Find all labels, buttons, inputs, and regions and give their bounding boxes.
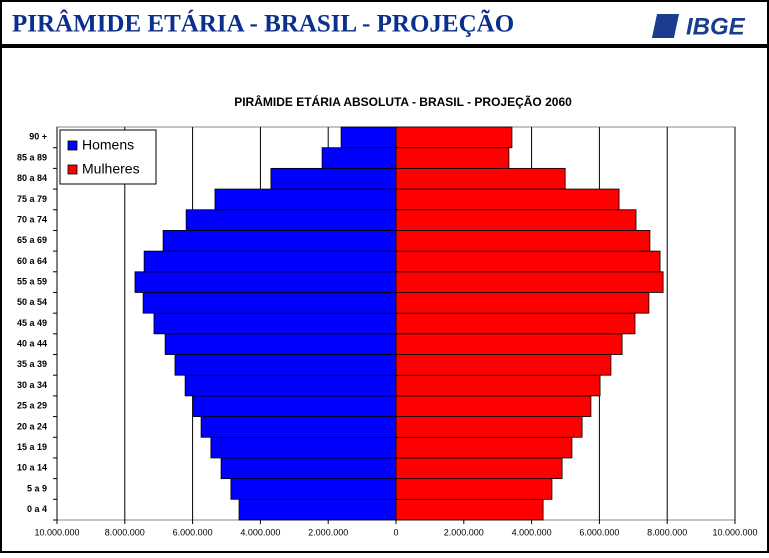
logo: IBGE <box>651 13 746 40</box>
bar <box>395 292 650 314</box>
y-tick-label: 65 a 69 <box>17 235 47 245</box>
legend-label: Homens <box>82 137 134 153</box>
y-tick-label: 20 a 24 <box>17 421 47 431</box>
bar <box>220 457 397 480</box>
x-tick-label: 6.000.000 <box>579 527 619 537</box>
bar <box>395 209 637 231</box>
bar <box>395 457 563 480</box>
x-tick-label: 8.000.000 <box>647 527 687 537</box>
x-tick-label: 2.000.000 <box>308 527 348 537</box>
legend-box <box>59 129 157 185</box>
x-tick-label: 2.000.000 <box>444 527 484 537</box>
y-tick-label: 30 a 34 <box>17 380 47 390</box>
bar <box>395 188 620 211</box>
bar <box>230 478 397 500</box>
x-tick-label: 4.000.000 <box>512 527 552 537</box>
bar <box>192 395 397 417</box>
bar <box>174 354 397 376</box>
y-tick-label: 75 a 79 <box>17 194 47 204</box>
y-tick-label: 45 a 49 <box>17 318 47 328</box>
bar <box>142 292 397 314</box>
bar <box>185 209 397 231</box>
y-tick-label: 85 a 89 <box>17 152 47 162</box>
bar <box>395 416 583 438</box>
y-tick-label: 35 a 39 <box>17 359 47 369</box>
x-tick-label: 10.000.000 <box>712 527 757 537</box>
x-tick-label: 8.000.000 <box>105 527 145 537</box>
y-tick-label: 5 a 9 <box>27 483 47 493</box>
header-title: PIRÂMIDE ETÁRIA - BRASIL - PROJEÇÃO <box>12 10 514 38</box>
legend-swatch <box>67 164 78 175</box>
y-tick-label: 40 a 44 <box>17 339 47 349</box>
chart-title: PIRÂMIDE ETÁRIA ABSOLUTA - BRASIL - PROJ… <box>234 94 572 109</box>
x-tick-label: 0 <box>393 527 398 537</box>
bar <box>395 395 592 417</box>
bar <box>395 436 573 459</box>
x-tick-label: 6.000.000 <box>173 527 213 537</box>
y-tick-label: 60 a 64 <box>17 256 47 266</box>
bar <box>153 312 397 335</box>
bar <box>395 167 566 190</box>
y-tick-label: 50 a 54 <box>17 297 47 307</box>
bar <box>162 230 397 252</box>
logo-text: IBGE <box>686 13 746 40</box>
y-tick-label: 10 a 14 <box>17 463 47 473</box>
bar <box>134 271 397 293</box>
bar <box>395 230 651 252</box>
bar <box>184 374 397 397</box>
x-tick-label: 4.000.000 <box>240 527 280 537</box>
y-tick-label: 70 a 74 <box>17 214 47 224</box>
bar <box>238 498 397 521</box>
bar <box>164 333 397 355</box>
y-tick-label: 15 a 19 <box>17 442 47 452</box>
x-tick-label: 10.000.000 <box>34 527 79 537</box>
y-tick-label: 55 a 59 <box>17 277 47 287</box>
bar <box>395 333 623 355</box>
logo-icon <box>651 14 680 38</box>
bar <box>395 147 510 169</box>
bar <box>395 126 513 149</box>
bar <box>321 147 397 169</box>
bar <box>395 354 612 376</box>
bar <box>340 126 397 149</box>
bar <box>395 312 636 335</box>
bar <box>143 250 397 273</box>
legend-label: Mulheres <box>82 161 140 177</box>
y-tick-label: 0 a 4 <box>27 504 47 514</box>
y-tick-label: 80 a 84 <box>17 173 47 183</box>
bar <box>395 498 544 521</box>
bar <box>395 250 661 273</box>
y-tick-label: 25 a 29 <box>17 401 47 411</box>
bar <box>395 374 601 397</box>
bar <box>214 188 397 211</box>
bar <box>270 167 397 190</box>
bar <box>395 271 664 293</box>
bar <box>200 416 397 438</box>
bar <box>395 478 553 500</box>
legend-swatch <box>67 140 78 151</box>
y-tick-label: 90 + <box>29 132 47 142</box>
bar <box>210 436 397 459</box>
